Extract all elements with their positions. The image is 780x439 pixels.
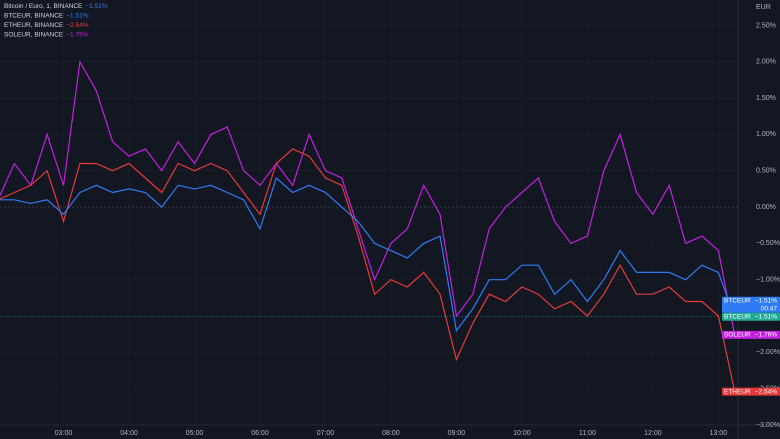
- main-price-tag: [722, 312, 780, 321]
- price-tag-name: SOLEUR: [724, 332, 751, 339]
- price-tag: [722, 330, 780, 339]
- y-tick-label: 2.50%: [756, 22, 776, 29]
- x-tick-label: 06:00: [251, 430, 269, 437]
- x-tick-label: 09:00: [448, 430, 466, 437]
- legend-separator: ,: [31, 31, 35, 38]
- series-line: [0, 59, 736, 336]
- legend-entry: ETHEUR, BINANCE −2.54%: [4, 22, 89, 29]
- legend-entry: SOLEUR, BINANCE −1.76%: [4, 31, 89, 38]
- legend-name: BTCEUR: [4, 12, 31, 19]
- legend-separator: ,: [31, 22, 35, 29]
- series-line: [0, 176, 736, 333]
- currency: EUR: [756, 4, 771, 11]
- legend-value: −1.51%: [66, 12, 88, 19]
- x-tick-label: 12:00: [644, 430, 662, 437]
- y-tick-label: 0.50%: [756, 168, 776, 175]
- legend-exchange: BINANCE: [34, 22, 64, 29]
- price-tag-value: −1.76%: [755, 332, 777, 339]
- legend-value: −2.54%: [66, 22, 88, 29]
- x-tick-label: 05:00: [186, 430, 204, 437]
- y-tick-label: 1.00%: [756, 131, 776, 138]
- price-tag-countdown: 00:47: [761, 305, 778, 312]
- legend-value: −1.51%: [85, 3, 107, 10]
- x-tick-label: 10:00: [513, 430, 531, 437]
- y-tick-label: 1.50%: [756, 95, 776, 102]
- legend-name: SOLEUR: [4, 31, 31, 38]
- price-tag-value: −1.51%: [755, 297, 777, 304]
- legend-entry: Bitcoin / Euro, 1, BINANCE −1.51%: [4, 3, 108, 10]
- y-tick-label: −0.50%: [756, 240, 780, 247]
- price-tag: [722, 296, 780, 313]
- x-tick-label: 03:00: [55, 430, 73, 437]
- y-tick-label: 2.00%: [756, 59, 776, 66]
- legend-value: −1.76%: [66, 31, 88, 38]
- legend-exchange: BINANCE: [34, 12, 64, 19]
- x-tick-label: 13:00: [710, 430, 728, 437]
- y-tick-label: −1.00%: [756, 277, 780, 284]
- y-tick-label: −2.00%: [756, 349, 780, 356]
- legend-name: Bitcoin / Euro, 1, BINANCE: [4, 3, 83, 10]
- price-tag-value: −2.54%: [755, 388, 777, 395]
- x-tick-label: 08:00: [382, 430, 400, 437]
- y-tick-label: 0.00%: [756, 204, 776, 211]
- legend-entry: BTCEUR, BINANCE −1.51%: [4, 12, 89, 19]
- legend-separator: ,: [31, 12, 35, 19]
- main-price-tag-name: BTCEUR: [724, 313, 751, 320]
- legend-exchange: BINANCE: [34, 31, 64, 38]
- main-price-tag-value: −1.51%: [755, 313, 777, 320]
- price-tag-name: BTCEUR: [724, 297, 751, 304]
- x-tick-label: 11:00: [579, 430, 596, 437]
- y-tick-label: −3.00%: [756, 422, 780, 429]
- x-tick-label: 04:00: [120, 430, 138, 437]
- series-line: [0, 148, 736, 392]
- legend-name: ETHEUR: [4, 22, 31, 29]
- price-tag: [722, 387, 780, 396]
- x-tick-label: 07:00: [317, 430, 335, 437]
- price-tag-name: ETHEUR: [724, 388, 751, 395]
